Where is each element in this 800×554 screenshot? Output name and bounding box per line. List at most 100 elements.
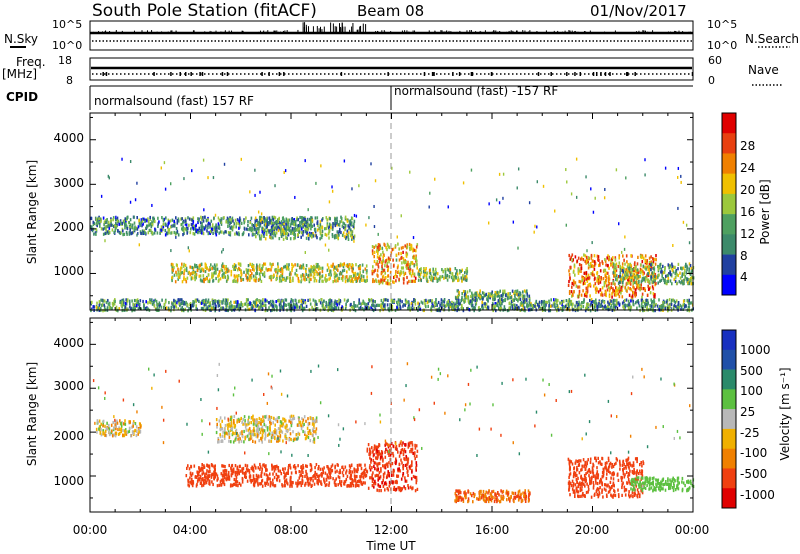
power-cell [592, 264, 594, 269]
power-cell [245, 216, 247, 220]
power-cell [246, 276, 249, 280]
power-cell [636, 275, 638, 279]
power-cell [115, 226, 117, 230]
power-cell [512, 299, 514, 303]
power-cell [194, 270, 197, 275]
power-cell [115, 215, 117, 219]
power-cell [285, 266, 288, 270]
power-cell [631, 294, 634, 298]
power-cell [604, 187, 606, 191]
power-cell [637, 285, 640, 289]
power-cell [146, 219, 148, 223]
power-cell [96, 218, 99, 223]
power-cell [395, 253, 398, 257]
power-cell [407, 304, 410, 308]
power-cell [310, 268, 312, 272]
power-cell [352, 267, 354, 271]
power-cell [225, 220, 227, 224]
nave-mark [190, 72, 192, 76]
power-cell [209, 230, 212, 234]
power-cell [139, 223, 141, 227]
power-cell [645, 277, 647, 281]
power-cell [139, 299, 142, 303]
power-cell [326, 218, 328, 222]
power-cell [385, 281, 387, 285]
power-cell [352, 264, 354, 268]
power-cell [230, 307, 232, 311]
power-cell [397, 303, 399, 307]
power-cell [423, 299, 426, 303]
velocity-cell [122, 422, 125, 426]
power-cell [621, 288, 623, 292]
power-cell [226, 275, 229, 279]
power-cell [169, 219, 172, 223]
velocity-cell [128, 429, 131, 433]
power-cell [241, 303, 244, 307]
power-cell [274, 233, 276, 238]
power-cell [373, 225, 376, 229]
power-cell [275, 277, 277, 282]
power-cell [406, 243, 408, 247]
power-cell [192, 222, 194, 226]
power-cell [363, 301, 365, 305]
power-cell [319, 227, 321, 231]
power-cell [609, 301, 612, 305]
power-cell [365, 279, 367, 283]
power-cell [614, 256, 617, 260]
power-cell [577, 271, 580, 275]
power-cell [301, 222, 303, 226]
power-cell [436, 272, 439, 276]
power-cell [117, 229, 119, 233]
power-cell [139, 230, 142, 234]
power-cell [260, 212, 263, 216]
power-cell [273, 273, 275, 277]
power-cell [340, 217, 343, 221]
power-cell [586, 279, 589, 283]
power-cell [446, 274, 448, 278]
power-cell [177, 267, 179, 271]
power-cell [350, 305, 353, 309]
power-cell [386, 264, 388, 268]
power-cell [274, 184, 276, 188]
power-cell [669, 271, 672, 275]
power-cell [129, 160, 132, 164]
power-cell [100, 298, 102, 302]
power-cell [170, 225, 172, 229]
nave-mark [566, 72, 568, 76]
power-cell [409, 272, 412, 276]
power-cell [238, 226, 240, 230]
power-cell [191, 266, 194, 270]
power-cell [470, 304, 473, 308]
power-cell [264, 309, 267, 313]
power-cell [371, 249, 374, 253]
power-cell [623, 298, 626, 303]
power-cell [253, 304, 255, 308]
power-cell [448, 303, 450, 307]
power-cell [598, 263, 600, 268]
power-cell [423, 267, 425, 271]
power-cell [187, 226, 189, 230]
power-cell [289, 223, 292, 227]
power-cell [464, 278, 467, 282]
power-cell [560, 307, 562, 311]
power-cell [225, 267, 228, 271]
power-cell [227, 217, 230, 221]
power-cell [197, 219, 200, 223]
cpid-segment-1: normalsound (fast) 157 RF [94, 94, 254, 108]
power-cell [571, 285, 573, 289]
power-cell [464, 297, 466, 301]
power-cell [412, 255, 414, 259]
power-cell [590, 253, 593, 258]
power-cell [585, 273, 588, 277]
power-cell [228, 269, 230, 273]
power-cell [180, 307, 182, 311]
power-cell [509, 306, 511, 310]
power-cell [372, 299, 374, 303]
power-cell [376, 246, 379, 250]
power-cell [296, 224, 299, 228]
power-cell [570, 265, 572, 269]
power-cell [242, 232, 244, 236]
power-cell [651, 280, 653, 284]
power-cell [607, 254, 609, 258]
power-cell [617, 264, 620, 269]
